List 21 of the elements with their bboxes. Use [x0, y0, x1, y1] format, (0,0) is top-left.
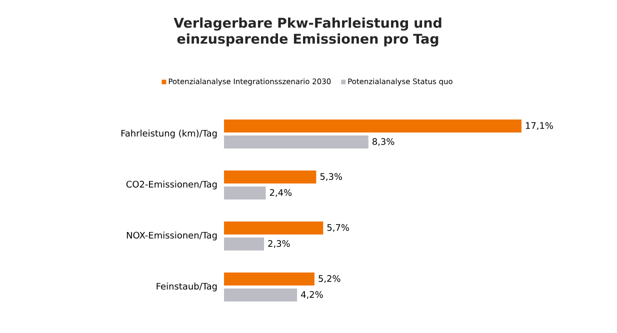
bar — [224, 288, 298, 302]
data-label: 4,2% — [301, 291, 323, 299]
bar — [224, 136, 368, 149]
data-label: 17,1% — [526, 122, 553, 130]
bar — [224, 186, 266, 200]
bar — [224, 222, 324, 235]
data-label: 2,4% — [270, 189, 292, 197]
y-tick-label: NOX-Emissionen/Tag — [126, 232, 217, 240]
bar — [224, 120, 522, 133]
bar — [224, 272, 314, 286]
data-label: 5,3% — [320, 173, 342, 181]
bar — [224, 238, 264, 251]
y-tick-label: Fahrleistung (km)/Tag — [121, 130, 217, 138]
data-label: 2,3% — [268, 240, 290, 248]
bar — [224, 170, 316, 184]
y-tick-label: CO2-Emissionen/Tag — [126, 180, 217, 190]
chart-title: Verlagerbare Pkw-Fahrleistung und einzusparende Emissionen pro Tag — [174, 17, 442, 47]
data-label: 5,2% — [318, 275, 340, 283]
y-tick-label: Feinstaub/Tag — [156, 282, 217, 292]
data-label: 5,7% — [327, 224, 349, 232]
data-label: 8,3% — [372, 138, 394, 146]
